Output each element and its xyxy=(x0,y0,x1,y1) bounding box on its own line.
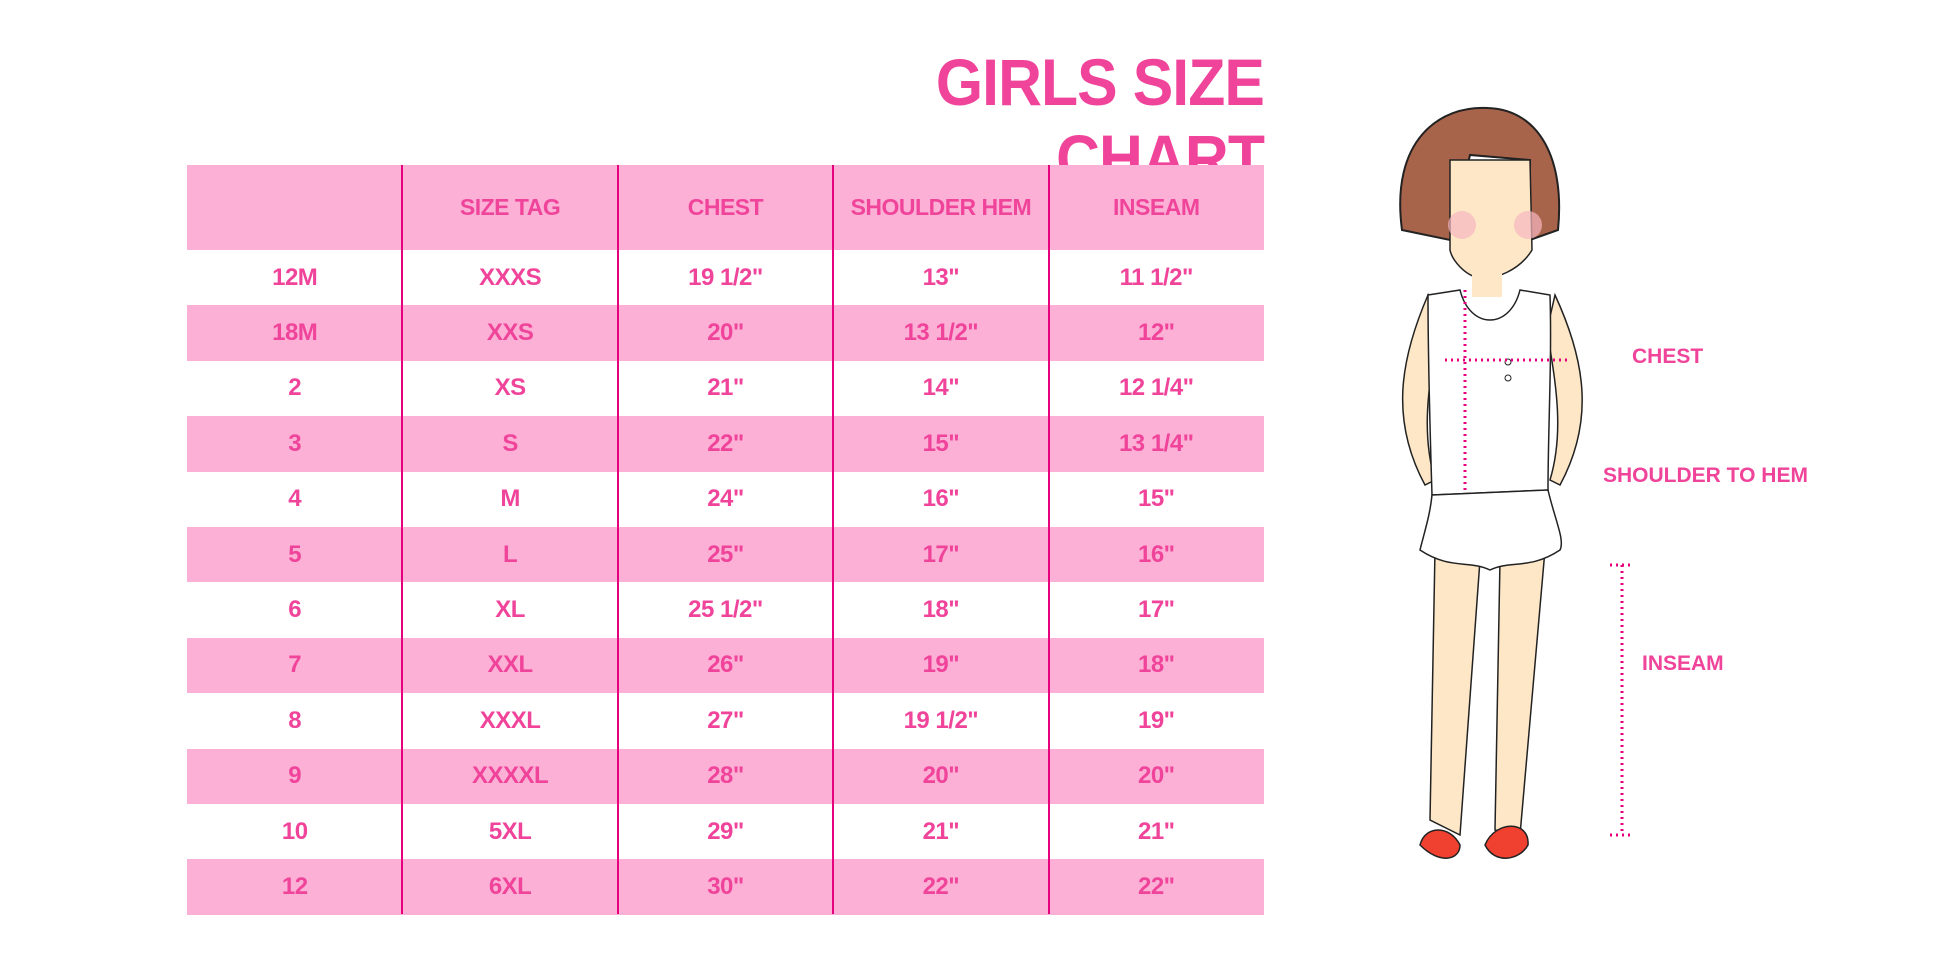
table-cell: 26" xyxy=(707,651,744,679)
table-cell: 5 xyxy=(288,540,302,568)
table-cell: XS xyxy=(494,374,527,402)
table-cell: 6XL xyxy=(488,872,532,900)
table-cell: 16" xyxy=(1137,540,1175,568)
table-cell: 27" xyxy=(707,706,744,734)
column-divider xyxy=(401,165,403,914)
table-row: 10 5XL 29" 21" 21" xyxy=(187,804,1264,859)
table-row: 12M XXXS 19 1/2" 13" 11 1/2" xyxy=(187,250,1264,305)
table-cell: 11 1/2" xyxy=(1119,263,1194,291)
table-cell: 15" xyxy=(922,429,960,457)
table-cell: 21" xyxy=(1137,817,1175,845)
table-row: 5 L 25" 17" 16" xyxy=(187,526,1264,583)
table-cell: 22" xyxy=(922,872,960,900)
table-row: 7 XXL 26" 19" 18" xyxy=(187,637,1264,694)
hair xyxy=(1399,106,1561,242)
column-divider xyxy=(1048,165,1050,914)
table-cell: 19 1/2" xyxy=(903,706,979,734)
table-cell: 12" xyxy=(1137,319,1175,347)
girl-illustration xyxy=(1399,106,1630,859)
table-cell: 12M xyxy=(272,263,318,291)
table-cell: 5XL xyxy=(488,817,532,845)
table-cell: 16" xyxy=(922,485,960,513)
table-cell: 13 1/2" xyxy=(903,319,979,347)
table-cell: XXXXL xyxy=(471,762,549,790)
table-cell: 17" xyxy=(1137,596,1175,624)
column-divider xyxy=(832,165,834,914)
table-cell: 9 xyxy=(288,762,302,790)
table-cell: 22" xyxy=(707,429,744,457)
table-cell: 21" xyxy=(707,374,744,402)
table-cell: 12 xyxy=(281,872,308,900)
table-cell: 19 1/2" xyxy=(688,263,763,291)
table-cell: XXXS xyxy=(479,263,542,291)
table-cell: 28" xyxy=(707,762,744,790)
shoulder-to-hem-label: SHOULDER TO HEM xyxy=(1603,464,1808,487)
table-cell: 13 1/4" xyxy=(1118,429,1194,457)
table-cell: S xyxy=(502,429,518,457)
table-cell: 24" xyxy=(707,485,744,513)
table-cell: M xyxy=(500,485,520,513)
table-cell: 3 xyxy=(288,429,302,457)
table-cell: 18" xyxy=(1137,651,1175,679)
table-cell: 14" xyxy=(922,374,960,402)
table-row: 18M XXS 20" 13 1/2" 12" xyxy=(187,305,1264,361)
page-title: GIRLS SIZE CHART xyxy=(935,45,1265,195)
bloomers xyxy=(1419,489,1563,571)
table-cell: XXL xyxy=(487,651,533,679)
table-header-row: SIZE TAG CHEST SHOULDER HEM INSEAM xyxy=(187,165,1264,250)
table-cell: 22" xyxy=(1137,872,1175,900)
header-shoulder-hem: SHOULDER HEM xyxy=(850,194,1032,220)
table-row: 6 XL 25 1/2" 18" 17" xyxy=(187,582,1264,637)
table-cell: 17" xyxy=(922,540,960,568)
table-cell: 18" xyxy=(922,596,960,624)
table-row: 3 S 22" 15" 13 1/4" xyxy=(187,416,1264,472)
table-cell: 13" xyxy=(922,263,960,291)
header-inseam: INSEAM xyxy=(1113,194,1200,220)
table-cell: 29" xyxy=(707,817,744,845)
column-divider xyxy=(617,165,619,914)
table-cell: 19" xyxy=(922,651,960,679)
table-row: 8 XXXL 27" 19 1/2" 19" xyxy=(187,693,1264,748)
table-cell: XL xyxy=(495,596,525,624)
header-size-tag: SIZE TAG xyxy=(459,194,561,220)
table-row: 12 6XL 30" 22" 22" xyxy=(187,859,1264,915)
table-cell: 20" xyxy=(922,762,960,790)
table-cell: 18M xyxy=(272,319,318,347)
table-cell: L xyxy=(503,540,518,568)
table-cell: 4 xyxy=(288,485,302,513)
table-cell: 20" xyxy=(1137,762,1175,790)
header-chest: CHEST xyxy=(687,194,764,220)
table-cell: 25 1/2" xyxy=(688,596,763,624)
table-row: 9 XXXXL 28" 20" 20" xyxy=(187,748,1264,804)
table-row: 4 M 24" 16" 15" xyxy=(187,472,1264,527)
table-row: 2 XS 21" 14" 12 1/4" xyxy=(187,361,1264,416)
table-cell: 2 xyxy=(288,374,302,402)
table-cell: 6 xyxy=(288,596,302,624)
table-cell: 8 xyxy=(288,706,302,734)
table-cell: XXS xyxy=(486,319,534,347)
size-table: SIZE TAG CHEST SHOULDER HEM INSEAM 12M XX… xyxy=(187,165,1264,915)
table-cell: 10 xyxy=(281,817,308,845)
table-cell: 21" xyxy=(922,817,960,845)
table-cell: 15" xyxy=(1137,485,1175,513)
table-cell: 20" xyxy=(707,319,744,347)
table-cell: 7 xyxy=(288,651,302,679)
table-cell: 25" xyxy=(707,540,744,568)
shirt xyxy=(1427,289,1552,496)
table-cell: 19" xyxy=(1137,706,1175,734)
table-cell: 30" xyxy=(707,872,744,900)
table-cell: 12 1/4" xyxy=(1118,374,1194,402)
chest-label: CHEST xyxy=(1632,345,1704,368)
table-cell: XXXL xyxy=(479,706,541,734)
inseam-label: INSEAM xyxy=(1642,652,1724,675)
